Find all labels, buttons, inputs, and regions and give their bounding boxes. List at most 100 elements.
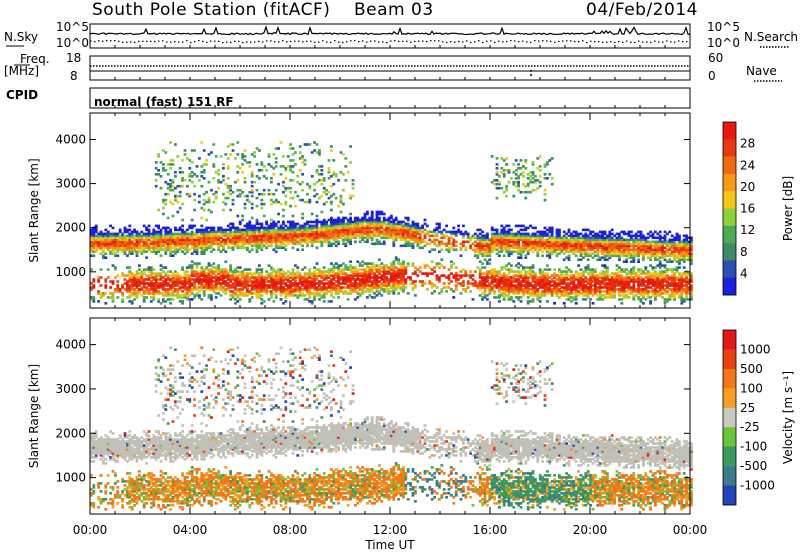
power-cell bbox=[375, 214, 379, 218]
power-cell bbox=[466, 232, 470, 236]
power-cell bbox=[308, 236, 312, 240]
power-cell bbox=[308, 226, 312, 230]
nsearch-point bbox=[166, 41, 168, 43]
power-cell bbox=[135, 240, 139, 244]
power-cell bbox=[236, 300, 240, 303]
power-cell bbox=[409, 232, 412, 236]
power-cell bbox=[481, 234, 484, 238]
power-cell bbox=[270, 165, 273, 168]
power-cell bbox=[253, 242, 256, 246]
power-cell bbox=[214, 234, 218, 238]
power-cell bbox=[301, 188, 304, 192]
power-cell bbox=[486, 272, 489, 275]
power-cell bbox=[531, 300, 535, 303]
power-cell bbox=[306, 244, 309, 248]
power-cell bbox=[315, 238, 319, 242]
power-cell bbox=[450, 264, 453, 267]
power-cell bbox=[277, 232, 280, 236]
power-cell bbox=[493, 296, 496, 299]
power-cell bbox=[270, 240, 273, 244]
power-cell bbox=[454, 234, 458, 238]
power-cell bbox=[202, 290, 206, 293]
power-cell bbox=[262, 286, 266, 289]
power-cell bbox=[198, 290, 201, 293]
power-cell bbox=[217, 280, 220, 283]
power-cell bbox=[246, 230, 249, 234]
power-cell bbox=[138, 282, 141, 285]
power-cell bbox=[368, 232, 372, 236]
power-cell bbox=[555, 288, 559, 291]
power-cell bbox=[565, 236, 568, 240]
power-cell bbox=[202, 252, 206, 255]
power-cell bbox=[258, 292, 261, 295]
power-cell bbox=[260, 290, 264, 293]
power-cell bbox=[188, 290, 192, 293]
power-cell bbox=[457, 228, 460, 232]
power-cell bbox=[452, 244, 456, 248]
power-cell bbox=[207, 242, 211, 246]
power-cell bbox=[529, 272, 532, 275]
power-cell bbox=[200, 274, 204, 277]
power-cell bbox=[154, 224, 158, 228]
power-cell bbox=[171, 234, 175, 238]
power-cell bbox=[390, 274, 393, 277]
power-cell bbox=[219, 236, 223, 240]
power-cell bbox=[200, 242, 204, 246]
power-cell bbox=[310, 274, 314, 277]
power-cell bbox=[402, 274, 405, 277]
power-cell bbox=[246, 268, 249, 271]
power-cell bbox=[190, 268, 194, 271]
power-cell bbox=[258, 246, 261, 250]
power-cell bbox=[258, 284, 261, 287]
power-cell bbox=[250, 274, 254, 277]
power-cell bbox=[186, 282, 189, 285]
nsearch-point bbox=[554, 41, 556, 43]
power-cell bbox=[536, 278, 540, 281]
power-cell bbox=[214, 266, 218, 269]
nsearch-point bbox=[182, 41, 184, 43]
power-cell bbox=[190, 290, 194, 293]
power-cell bbox=[279, 224, 283, 228]
power-cell bbox=[500, 157, 504, 160]
power-cell bbox=[339, 171, 343, 174]
power-cell bbox=[546, 290, 549, 293]
power-cell bbox=[558, 238, 561, 242]
power-cell bbox=[188, 175, 192, 178]
power-cell bbox=[339, 270, 343, 273]
power-cell bbox=[363, 218, 367, 222]
nsearch-point bbox=[266, 40, 268, 42]
power-cell bbox=[217, 246, 220, 250]
power-cell bbox=[243, 274, 247, 277]
power-cell bbox=[462, 242, 465, 246]
power-cell bbox=[207, 238, 211, 242]
power-cell bbox=[303, 236, 307, 240]
power-cell bbox=[550, 292, 554, 295]
power-cell bbox=[320, 272, 324, 275]
power-cell bbox=[447, 250, 451, 253]
power-cell bbox=[522, 294, 525, 297]
power-cell bbox=[344, 274, 348, 277]
power-cell bbox=[176, 184, 180, 188]
power-cell bbox=[351, 182, 355, 186]
power-cell bbox=[546, 288, 549, 291]
power-cell bbox=[442, 266, 446, 269]
power-cell bbox=[478, 236, 482, 240]
power-cell bbox=[397, 272, 400, 275]
power-cell bbox=[198, 282, 201, 285]
power-cell bbox=[392, 226, 396, 230]
power-cell bbox=[258, 274, 261, 277]
power-cell bbox=[296, 266, 300, 269]
power-cell bbox=[154, 230, 158, 234]
power-cell bbox=[231, 246, 235, 250]
power-cell bbox=[397, 224, 400, 228]
power-cell bbox=[279, 276, 283, 279]
power-cell bbox=[375, 276, 379, 279]
power-cell bbox=[198, 246, 201, 250]
power-cell bbox=[382, 290, 386, 293]
power-cell bbox=[339, 228, 343, 232]
power-cell bbox=[214, 236, 218, 240]
power-cell bbox=[553, 248, 556, 251]
power-cell bbox=[342, 202, 345, 206]
power-cell bbox=[382, 240, 386, 244]
power-cell bbox=[334, 196, 338, 200]
